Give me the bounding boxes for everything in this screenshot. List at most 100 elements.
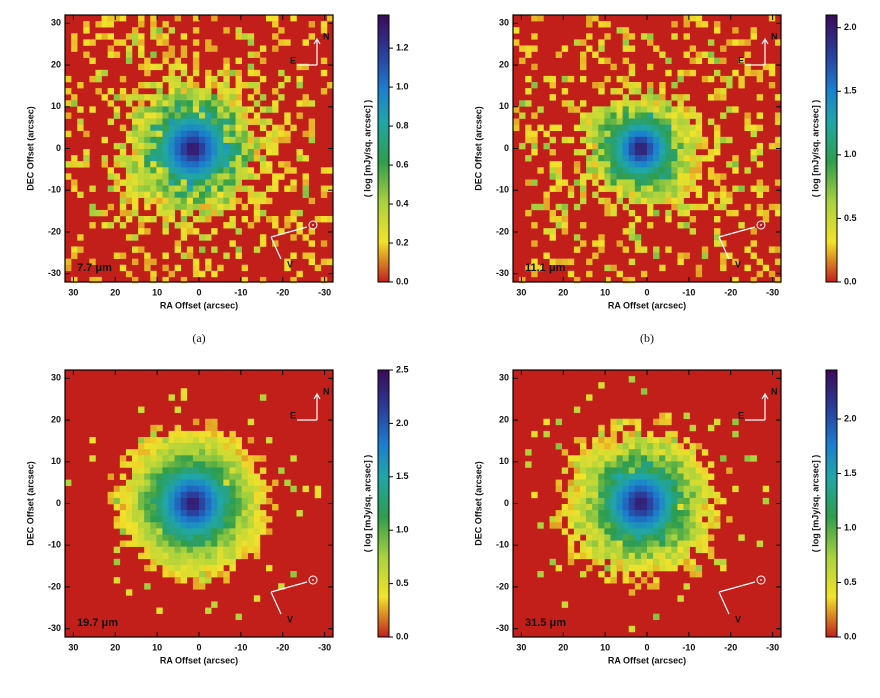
map-pixel: [768, 82, 776, 89]
map-pixel: [229, 564, 236, 572]
map-pixel: [144, 522, 151, 529]
map-pixel: [640, 540, 648, 547]
map-pixel: [768, 203, 776, 211]
map-pixel: [634, 136, 642, 144]
map-pixel: [561, 45, 569, 52]
map-pixel: [573, 161, 581, 168]
map-pixel: [616, 75, 623, 83]
y-tick-label: 0: [504, 498, 509, 508]
map-pixel: [586, 155, 593, 162]
map-pixel: [223, 449, 230, 456]
y-tick-label: 10: [499, 101, 509, 111]
map-pixel: [762, 216, 770, 223]
map-pixel: [186, 437, 194, 444]
map-pixel: [695, 497, 703, 505]
map-pixel: [296, 228, 303, 235]
map-pixel: [186, 497, 194, 505]
map-pixel: [180, 449, 188, 456]
map-pixel: [683, 155, 690, 162]
map-pixel: [707, 552, 715, 560]
map-pixel: [199, 179, 206, 186]
map-pixel: [223, 252, 230, 259]
map-pixel: [229, 455, 236, 462]
map-pixel: [223, 197, 230, 205]
map-pixel: [192, 546, 200, 554]
map-pixel: [223, 173, 230, 180]
map-pixel: [174, 564, 182, 572]
map-pixel: [186, 246, 194, 253]
map-pixel: [247, 510, 255, 517]
map-pixel: [162, 112, 169, 119]
map-pixel: [665, 209, 672, 217]
map-pixel: [180, 455, 188, 462]
map-pixel: [156, 491, 163, 499]
map-pixel: [302, 191, 309, 199]
map-pixel: [671, 142, 678, 150]
map-pixel: [272, 149, 279, 156]
map-pixel: [278, 583, 285, 590]
north-label: N: [771, 31, 778, 41]
map-pixel: [677, 540, 684, 547]
map-pixel: [580, 522, 587, 529]
map-pixel: [714, 21, 721, 28]
map-pixel: [683, 112, 690, 119]
map-pixel: [235, 467, 242, 474]
map-pixel: [695, 124, 703, 132]
map-pixel: [119, 252, 127, 259]
map-pixel: [640, 161, 648, 168]
map-pixel: [320, 191, 328, 199]
map-pixel: [241, 504, 249, 511]
map-pixel: [561, 601, 569, 608]
map-pixel: [247, 82, 255, 89]
map-pixel: [653, 455, 660, 462]
map-pixel: [768, 15, 776, 22]
map-pixel: [573, 437, 581, 444]
map-pixel: [235, 497, 242, 505]
map-pixel: [217, 209, 224, 217]
map-pixel: [598, 491, 605, 499]
map-pixel: [573, 39, 581, 46]
map-pixel: [531, 203, 538, 211]
map-pixel: [320, 216, 328, 223]
map-pixel: [138, 149, 145, 156]
map-pixel: [192, 491, 200, 499]
map-pixel: [622, 112, 630, 119]
map-pixel: [567, 485, 575, 493]
map-pixel: [683, 167, 690, 174]
map-pixel: [689, 136, 697, 144]
map-pixel: [653, 443, 660, 450]
map-pixel: [235, 546, 242, 554]
map-pixel: [695, 185, 703, 192]
map-pixel: [628, 130, 636, 138]
map-pixel: [647, 546, 654, 554]
map-pixel: [580, 124, 587, 132]
map-pixel: [701, 252, 709, 259]
map-pixel: [125, 173, 133, 180]
map-pixel: [604, 437, 611, 444]
map-pixel: [640, 112, 648, 119]
map-pixel: [223, 136, 230, 144]
map-pixel: [647, 63, 654, 71]
map-pixel: [640, 552, 648, 560]
map-pixel: [138, 406, 145, 413]
map-pixel: [132, 142, 139, 150]
map-pixel: [567, 106, 575, 113]
x-tick-label: -20: [276, 287, 289, 297]
map-pixel: [132, 449, 139, 456]
map-pixel: [640, 270, 648, 278]
map-pixel: [192, 497, 200, 505]
map-pixel: [659, 443, 666, 450]
map-pixel: [604, 455, 611, 462]
map-pixel: [762, 485, 770, 493]
map-pixel: [628, 222, 636, 229]
map-pixel: [622, 185, 630, 192]
map-pixel: [622, 528, 630, 535]
map-pixel: [168, 497, 175, 505]
map-pixel: [314, 491, 322, 499]
map-pixel: [580, 51, 587, 58]
map-pixel: [199, 430, 206, 438]
map-pixel: [132, 27, 139, 34]
map-pixel: [138, 167, 145, 174]
map-pixel: [762, 264, 770, 272]
map-pixel: [573, 528, 581, 535]
